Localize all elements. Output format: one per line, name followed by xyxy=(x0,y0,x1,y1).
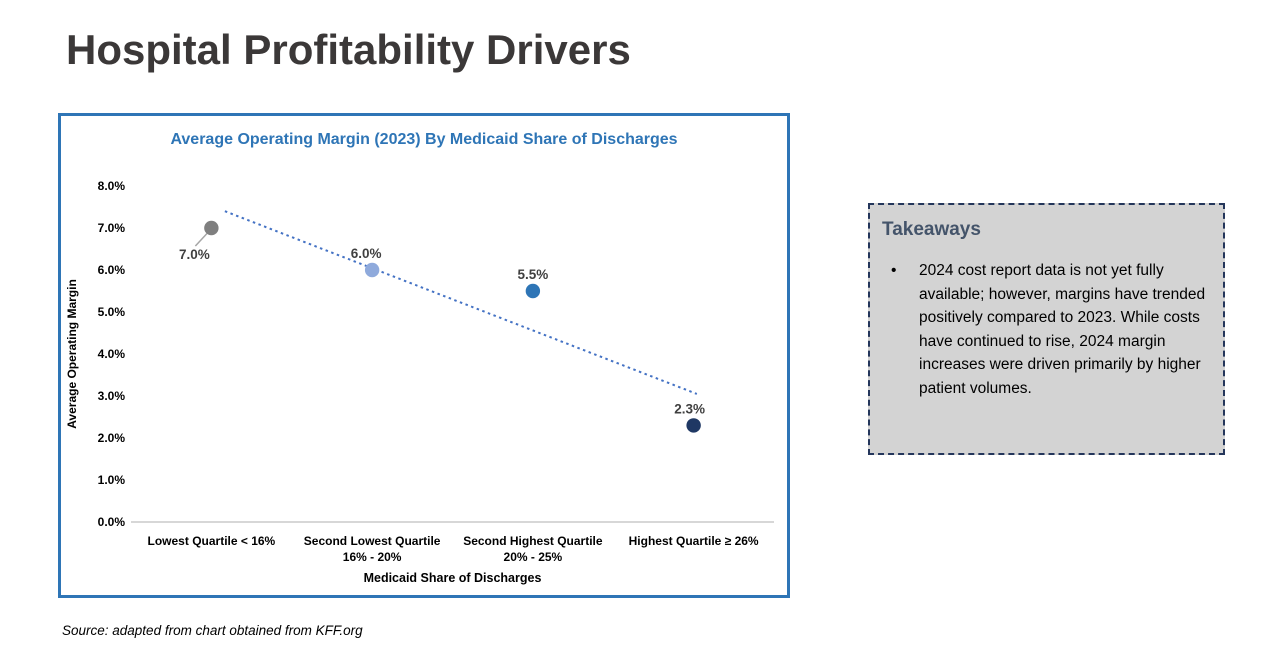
takeaways-box: Takeaways 2024 cost report data is not y… xyxy=(868,203,1225,455)
label-leader-line xyxy=(194,231,209,247)
y-tick-label: 6.0% xyxy=(98,263,126,277)
source-note: Source: adapted from chart obtained from… xyxy=(62,623,363,638)
data-point-label: 6.0% xyxy=(351,246,382,261)
data-point-label: 7.0% xyxy=(179,247,210,262)
y-tick-label: 2.0% xyxy=(98,431,126,445)
x-category-label: Second Highest Quartile xyxy=(463,534,603,548)
chart-panel: 0.0% 1.0% 2.0% 3.0% 4.0% 5.0% 6.0% 7.0% 8.0% Lowe… xyxy=(58,113,790,598)
data-point-label: 5.5% xyxy=(517,267,548,282)
takeaways-heading: Takeaways xyxy=(882,219,981,240)
page-title: Hospital Profitability Drivers xyxy=(66,26,631,73)
data-point-label: 2.3% xyxy=(674,401,705,416)
x-category-label: 20% - 25% xyxy=(504,550,563,564)
y-tick-label: 0.0% xyxy=(98,515,126,529)
chart-title: Average Operating Margin (2023) By Medic… xyxy=(170,131,678,148)
data-point xyxy=(686,418,701,433)
data-point xyxy=(525,283,541,299)
y-tick-label: 1.0% xyxy=(98,473,126,487)
data-point xyxy=(204,220,219,236)
takeaway-item: 2024 cost report data is not yet fully a… xyxy=(882,259,1209,400)
trend-line xyxy=(224,210,698,395)
y-tick-label: 4.0% xyxy=(98,347,126,361)
y-tick-label: 5.0% xyxy=(98,305,126,319)
x-category-label: Lowest Quartile < 16% xyxy=(148,534,276,548)
y-tick-label: 8.0% xyxy=(98,179,126,193)
y-tick-label: 3.0% xyxy=(98,389,126,403)
y-tick-label: 7.0% xyxy=(98,221,126,235)
x-category-label: 16% - 20% xyxy=(343,550,402,564)
chart-svg: 0.0% 1.0% 2.0% 3.0% 4.0% 5.0% 6.0% 7.0% 8.0% Lowe… xyxy=(65,179,774,585)
data-point xyxy=(364,262,380,278)
takeaways-list: 2024 cost report data is not yet fully a… xyxy=(882,259,1209,400)
x-category-label: Second Lowest Quartile xyxy=(304,534,441,548)
y-axis-title: Average Operating Margin xyxy=(65,279,79,429)
x-category-label: Highest Quartile ≥ 26% xyxy=(629,534,759,548)
x-axis-title: Medicaid Share of Discharges xyxy=(364,571,542,585)
